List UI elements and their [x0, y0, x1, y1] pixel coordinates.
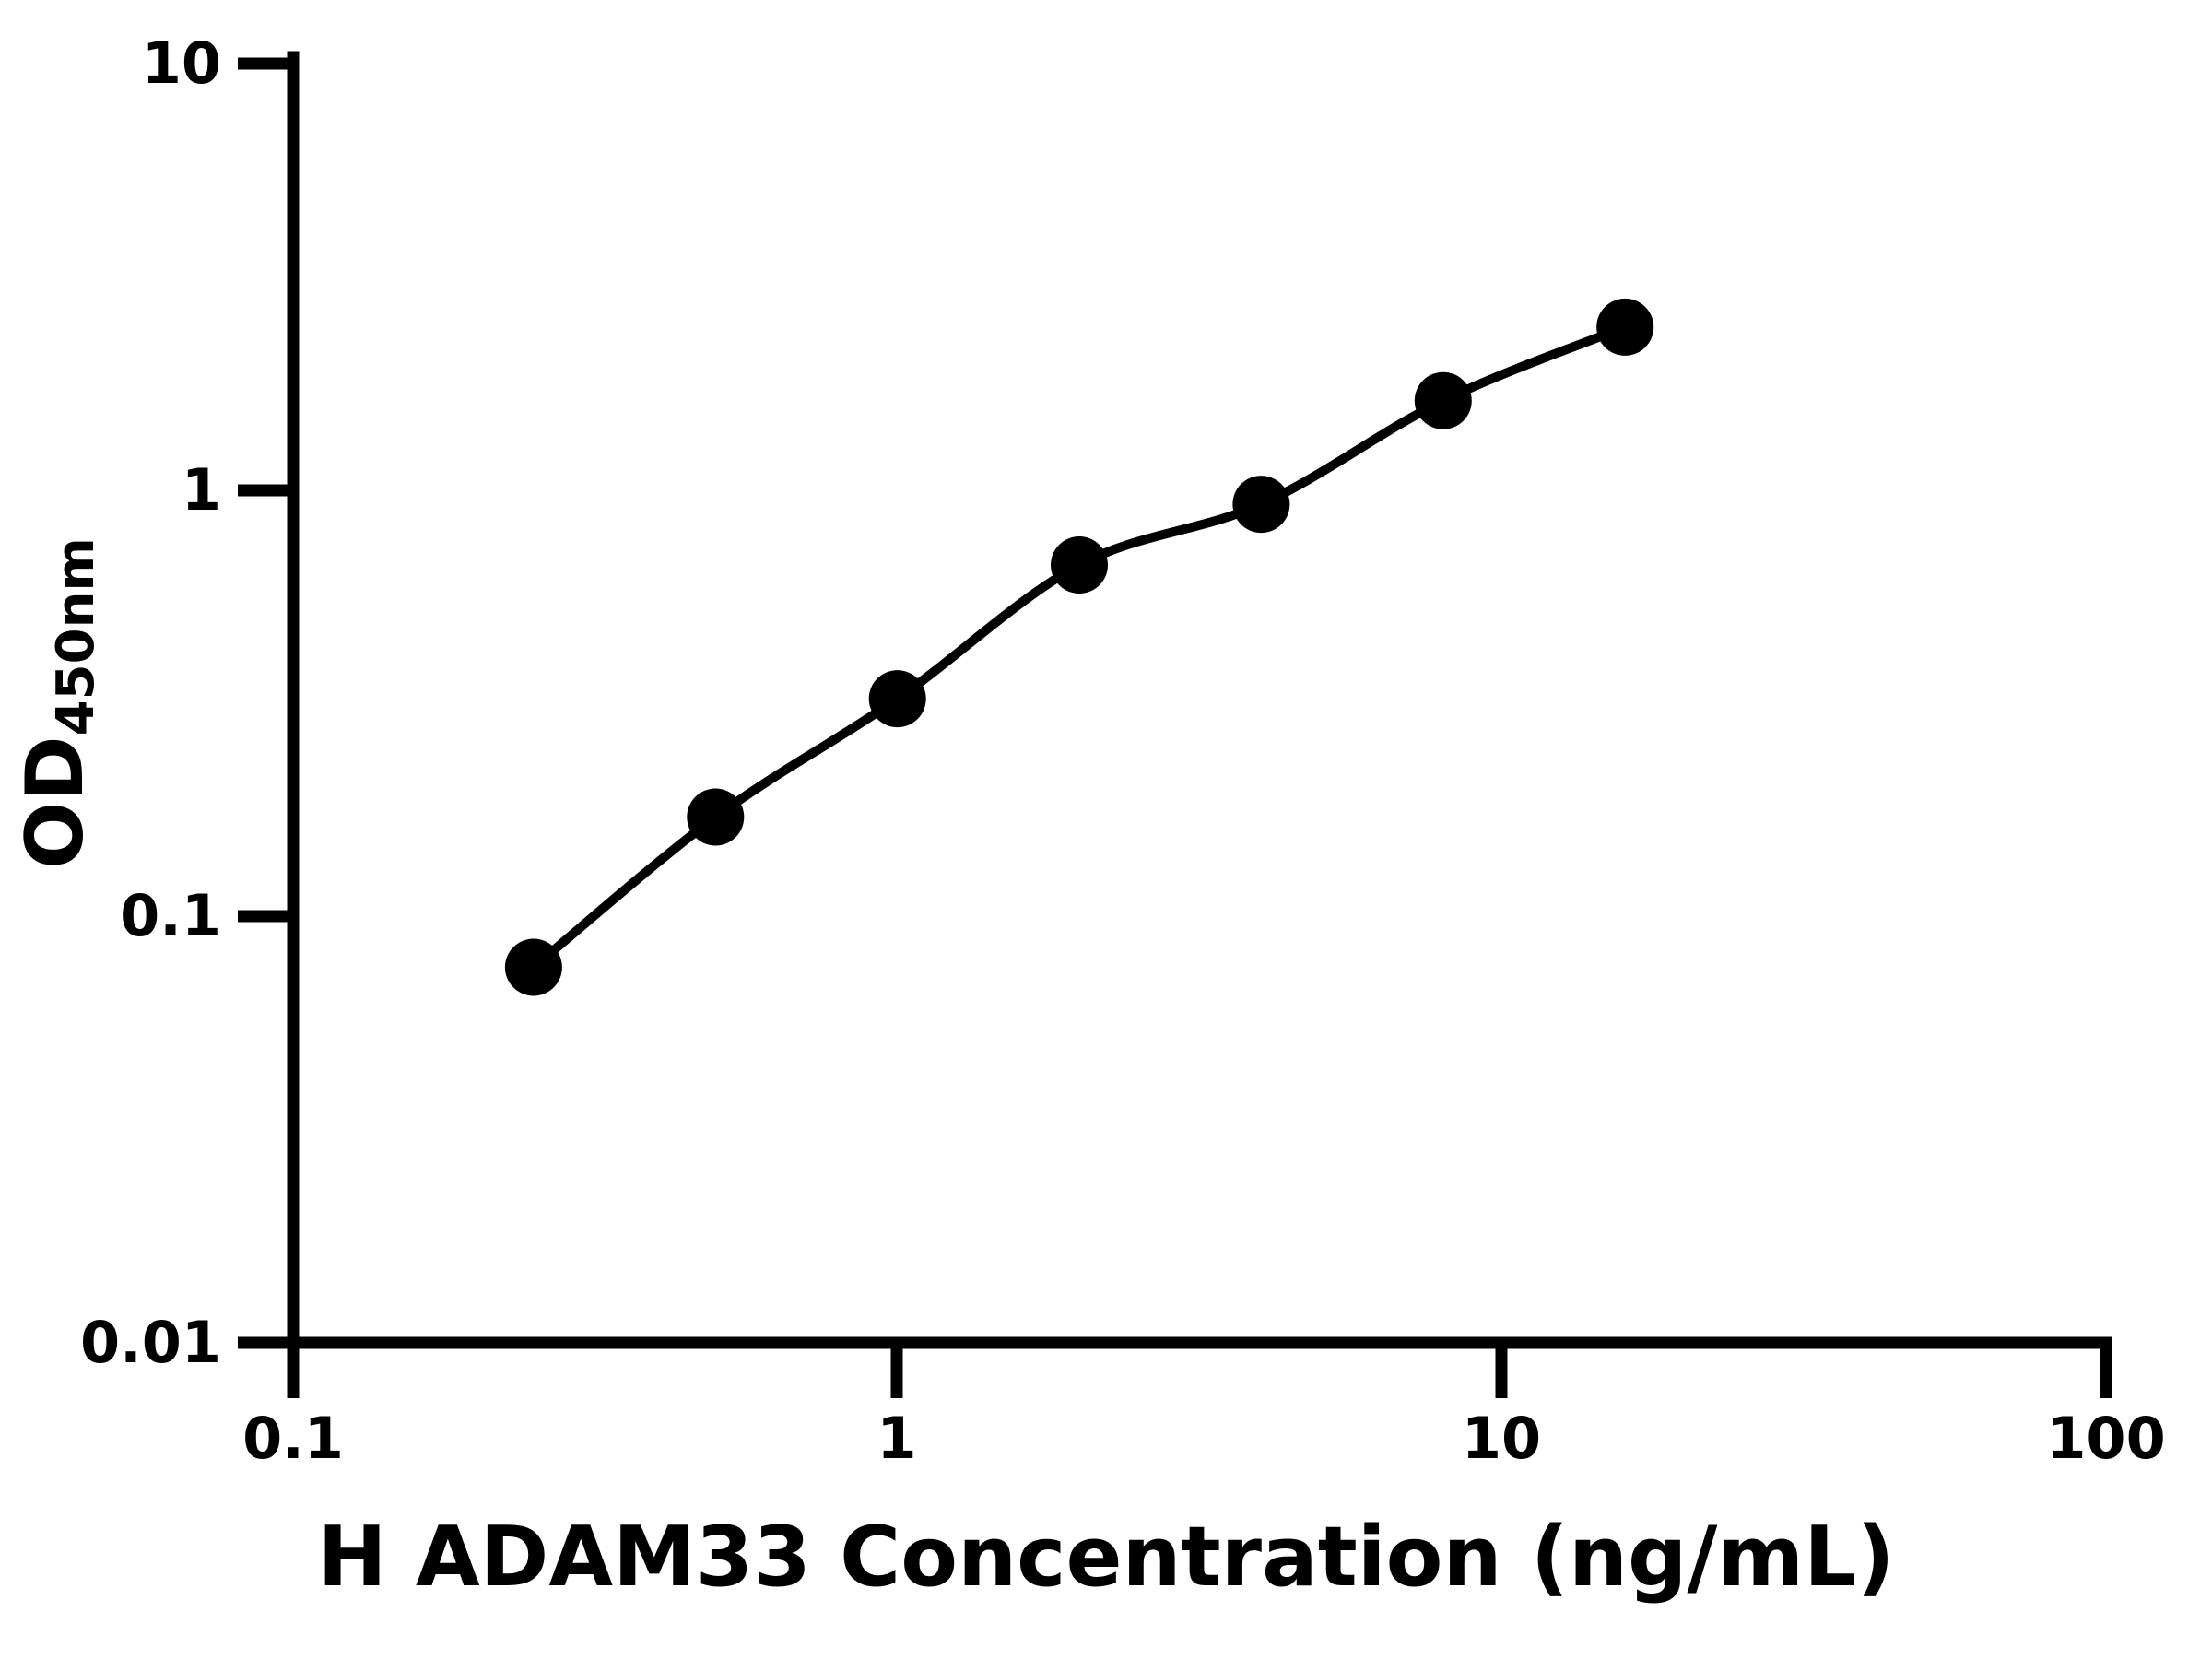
y-tick-label-1: 1 — [181, 456, 221, 524]
data-curve — [528, 322, 1630, 972]
y-axis-ticks — [238, 57, 293, 1349]
x-axis-title: H ADAM33 Concentration (ng/mL) — [317, 1509, 1895, 1606]
data-markers — [504, 298, 1654, 996]
x-tick-label-0-1: 0.1 — [242, 1405, 344, 1472]
data-point — [1051, 536, 1108, 594]
data-point — [868, 670, 926, 728]
x-tick-label-100: 100 — [2046, 1405, 2166, 1472]
data-point — [1414, 371, 1472, 429]
y-tick-label-10: 10 — [141, 29, 221, 97]
x-tick-label-10: 10 — [1461, 1405, 1542, 1472]
y-tick-label-0-1: 0.1 — [120, 882, 221, 949]
data-point — [687, 788, 745, 846]
x-axis-ticks — [287, 1343, 2112, 1398]
y-tick-label-0-01: 0.01 — [80, 1309, 221, 1376]
x-tick-label-1: 1 — [877, 1405, 917, 1472]
data-point — [1232, 476, 1290, 534]
data-point — [1596, 298, 1654, 356]
data-point — [504, 938, 562, 996]
axis-spines — [280, 51, 2112, 1349]
